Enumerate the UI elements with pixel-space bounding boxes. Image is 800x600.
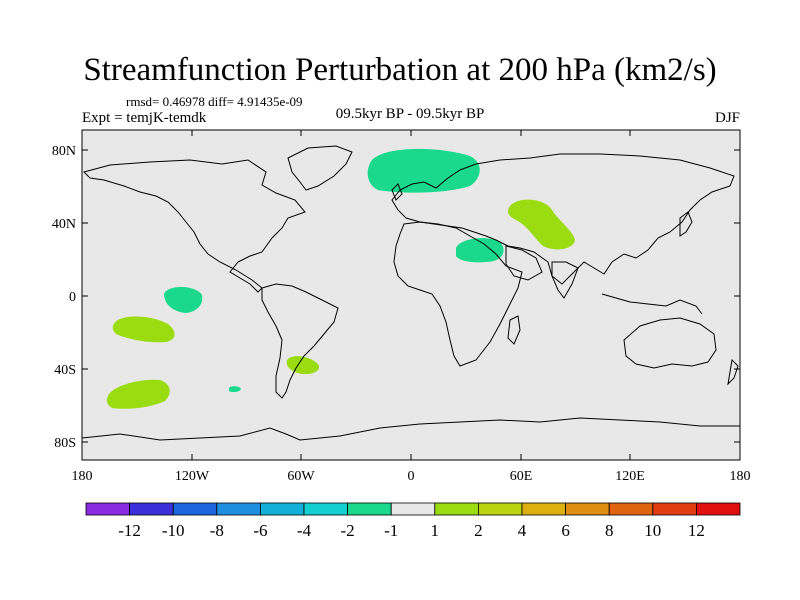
coastline-antarctica	[82, 417, 740, 441]
region-south-america-negative	[229, 386, 241, 393]
period-label: 09.5kyr BP - 09.5kyr BP	[335, 106, 485, 122]
lat-tick-label: 40N	[52, 217, 76, 232]
colorbar-swatch	[85, 502, 130, 516]
longitude-labels: 180 120W 60W 0 60E 120E 180	[72, 469, 751, 484]
colorbar-swatch	[216, 502, 261, 516]
colorbar-label: -2	[341, 521, 355, 540]
colorbar-label: -8	[210, 521, 224, 540]
colorbar: -12 -10 -8 -6 -4 -2 -1 1 2 4 6 8 10 12	[85, 502, 741, 540]
colorbar-label: 4	[518, 521, 527, 540]
region-south-pacific-positive	[112, 316, 175, 343]
colorbar-label: 1	[431, 521, 440, 540]
coastline-indonesia	[601, 293, 703, 315]
lat-tick-label: 80S	[54, 436, 76, 451]
region-tropical-pacific-negative	[164, 286, 203, 313]
coastline-africa	[393, 221, 523, 367]
colorbar-swatch	[434, 502, 479, 516]
lon-tick-label: 180	[730, 469, 751, 484]
latitude-labels: 80N 40N 0 40S 80S	[52, 144, 76, 451]
lon-tick-label: 120W	[175, 469, 210, 484]
region-southern-ocean-positive	[106, 379, 170, 409]
coastline-south-america	[261, 283, 339, 399]
coastline-japan	[679, 211, 693, 237]
coastline-north-america	[83, 159, 306, 293]
lon-tick-label: 120E	[615, 469, 645, 484]
rmsd-diff-label: rmsd= 0.46978 diff= 4.91435e-09	[126, 94, 303, 109]
coastline-uk	[391, 183, 403, 201]
colorbar-label: -1	[384, 521, 398, 540]
colorbar-swatch	[259, 502, 305, 516]
anomaly-regions	[106, 148, 575, 409]
colorbar-swatch	[347, 502, 392, 516]
lon-tick-label: 60E	[510, 469, 533, 484]
coastline-eurasia	[391, 153, 735, 285]
colorbar-swatch	[172, 502, 218, 516]
lat-tick-label: 80N	[52, 144, 76, 159]
colorbar-label: -10	[162, 521, 185, 540]
colorbar-swatch	[521, 502, 566, 516]
colorbar-label: -12	[118, 521, 141, 540]
map-title: Streamfunction Perturbation at 200 hPa (…	[83, 52, 717, 88]
colorbar-swatch	[565, 502, 610, 516]
colorbar-swatch	[477, 502, 523, 516]
season-label: DJF	[714, 110, 740, 126]
colorbar-swatch	[608, 502, 654, 516]
colorbar-label: 10	[644, 521, 661, 540]
lat-tick-label: 0	[69, 290, 76, 305]
colorbar-label: 2	[474, 521, 483, 540]
colorbar-label: -4	[297, 521, 312, 540]
region-europe-negative	[367, 148, 480, 193]
coastline-greenland	[287, 145, 353, 191]
colorbar-swatch	[129, 502, 174, 516]
colorbar-label: 12	[688, 521, 705, 540]
coastlines	[82, 145, 740, 441]
coastline-new-zealand	[727, 358, 739, 386]
experiment-label: Expt = temjK-temdk	[82, 110, 207, 126]
region-central-asia-positive	[508, 199, 575, 250]
coastline-arabia	[505, 245, 543, 281]
lon-tick-label: 180	[72, 469, 93, 484]
colorbar-swatch	[303, 502, 348, 516]
lon-tick-label: 0	[408, 469, 415, 484]
colorbar-label: 8	[605, 521, 614, 540]
colorbar-label: 6	[561, 521, 570, 540]
colorbar-swatch	[390, 502, 436, 516]
coastline-india	[551, 261, 579, 299]
lon-tick-label: 60W	[287, 469, 315, 484]
colorbar-swatch	[652, 502, 697, 516]
coastline-australia	[623, 317, 717, 369]
axis-tick-marks	[81, 130, 741, 460]
colorbar-label: -6	[253, 521, 267, 540]
coastline-madagascar	[507, 315, 521, 345]
colorbar-swatch	[696, 502, 741, 516]
lat-tick-label: 40S	[54, 363, 76, 378]
region-middle-east-negative	[456, 238, 504, 263]
